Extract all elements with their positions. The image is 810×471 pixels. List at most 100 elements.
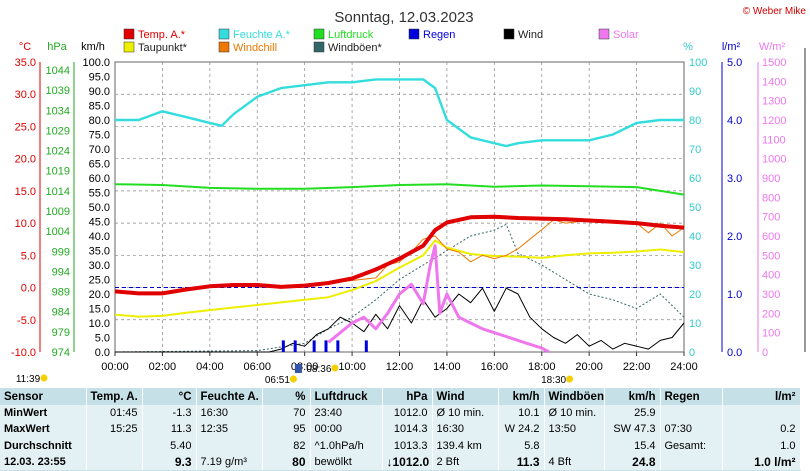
cell-value: 9.3 (142, 453, 197, 471)
sun-moon-markers: 06:51 18:30 08:36 11:39 (16, 364, 574, 386)
cell-value (722, 405, 801, 422)
kmh-tick-label: 10.0 (89, 318, 110, 330)
stats-row: MinWert 01:45 -1.3 16:30 70 23:40 1012.0 Ø 10 m… (0, 405, 801, 422)
cell-note: 13:50 (544, 421, 605, 438)
solar-tick-label: 1500 (762, 57, 786, 69)
solar-tick-label: 300 (762, 289, 780, 301)
kmh-tick-label: 85.0 (89, 101, 110, 113)
kmh-tick-label: 0.0 (95, 347, 110, 359)
cell-value: -1.3 (142, 405, 197, 422)
solar-tick-label: 400 (762, 270, 780, 282)
percent-tick-label: 90 (689, 86, 701, 98)
solar-tick-label: 200 (762, 308, 780, 320)
rain-tick-label: 0.0 (727, 347, 742, 359)
hpa-axis-unit: hPa (47, 41, 67, 53)
cell-value: 1.0 l/m² (722, 453, 801, 471)
percent-tick-label: 10 (689, 318, 701, 330)
cell-note: Ø 10 min. (432, 405, 499, 422)
sunset-label: 18:30 (541, 375, 566, 386)
legend-label: Temp. A.* (138, 29, 186, 41)
kmh-tick-label: 95.0 (89, 72, 110, 84)
hpa-tick-label: 1044 (46, 65, 70, 77)
legend-label: Wind (518, 29, 543, 41)
cell-value: 25.9 (604, 405, 661, 422)
moonrise-icon (331, 364, 339, 372)
celsius-tick-label: 25.0 (15, 121, 36, 133)
sensor-header: Sensor (0, 388, 87, 406)
cell-note (660, 405, 723, 422)
column-header-unit: °C (142, 388, 197, 406)
cell-note: 2 Bft (432, 453, 499, 471)
rain-bar (312, 340, 316, 352)
row-label: MinWert (0, 405, 87, 422)
rain-axis-unit: l/m² (722, 41, 741, 53)
cell-note: 16:30 (432, 421, 499, 438)
chart-legend: Temp. A.* Feuchte A.* Luftdruck Regen Wind So… (123, 28, 639, 54)
cell-note (86, 437, 143, 454)
kmh-axis-unit: km/h (81, 41, 105, 53)
chart-title: Sonntag, 12.03.2023 (334, 9, 473, 26)
solar-tick-label: 1300 (762, 96, 786, 108)
row-label: MaxWert (0, 421, 87, 438)
celsius-tick-label: 10.0 (15, 218, 36, 230)
kmh-tick-label: 5.0 (95, 333, 110, 345)
stats-panel: Sensor Temp. A. °C Feuchte A.% Luftdruck hPa W… (0, 388, 810, 471)
column-header-title: Feuchte A. (196, 388, 263, 406)
time-tick-label: 04:00 (196, 361, 224, 373)
rain-tick-label: 1.0 (727, 289, 742, 301)
column-header-unit: km/h (604, 388, 661, 406)
time-tick-label: 24:00 (670, 361, 698, 373)
sunrise-label: 06:51 (265, 375, 290, 386)
kmh-tick-label: 15.0 (89, 304, 110, 316)
legend-label: Windböen* (328, 42, 383, 54)
time-tick-label: 20:00 (575, 361, 603, 373)
time-tick-label: 10:00 (338, 361, 366, 373)
solar-tick-label: 0 (762, 347, 768, 359)
legend-label: Luftdruck (328, 29, 374, 41)
cell-note: bewölkt (310, 453, 383, 471)
series-line-temp-a (114, 214, 685, 296)
cell-value: 1.0 (722, 437, 801, 454)
column-header-unit: % (262, 388, 311, 406)
cell-note (196, 437, 263, 454)
percent-tick-label: 20 (689, 289, 701, 301)
cell-value: 11.3 (498, 453, 545, 471)
hpa-tick-label: 1029 (46, 125, 70, 137)
legend-swatch (218, 41, 230, 53)
legend-swatch (598, 28, 610, 40)
rain-bar (293, 340, 297, 352)
hpa-tick-label: 1004 (46, 226, 70, 238)
hpa-tick-label: 1019 (46, 166, 70, 178)
solar-tick-label: 800 (762, 192, 780, 204)
kmh-tick-label: 70.0 (89, 144, 110, 156)
kmh-tick-label: 65.0 (89, 159, 110, 171)
cell-value: W 24.2 (498, 421, 545, 438)
celsius-tick-label: 5.0 (21, 250, 36, 262)
cell-note: 15:25 (86, 421, 143, 438)
celsius-tick-label: 15.0 (15, 186, 36, 198)
kmh-tick-label: 80.0 (89, 115, 110, 127)
moonset-label: 11:39 (16, 374, 41, 385)
cell-note: 12:35 (196, 421, 263, 438)
hpa-tick-label: 1009 (46, 206, 70, 218)
cell-value: 0.2 (722, 421, 801, 438)
cell-value: 15.4 (604, 437, 661, 454)
celsius-tick-label: 30.0 (15, 89, 36, 101)
time-tick-label: 16:00 (481, 361, 509, 373)
kmh-tick-label: 55.0 (89, 188, 110, 200)
kmh-tick-label: 50.0 (89, 202, 110, 214)
rain-bar (281, 340, 285, 352)
cell-note: 00:00 (310, 421, 383, 438)
percent-tick-label: 40 (689, 231, 701, 243)
cell-note: ^1.0hPa/h (310, 437, 383, 454)
kmh-tick-label: 25.0 (89, 275, 110, 287)
percent-tick-label: 80 (689, 115, 701, 127)
sunset-icon (566, 375, 574, 383)
stats-header-row: Sensor Temp. A. °C Feuchte A.% Luftdruck hPa W… (0, 388, 801, 406)
kmh-tick-label: 100.0 (82, 57, 110, 69)
kmh-tick-label: 60.0 (89, 173, 110, 185)
hpa-tick-label: 999 (52, 246, 70, 258)
cell-note: 16:30 (196, 405, 263, 422)
hpa-tick-label: 1024 (46, 146, 70, 158)
chart-series (114, 78, 685, 354)
